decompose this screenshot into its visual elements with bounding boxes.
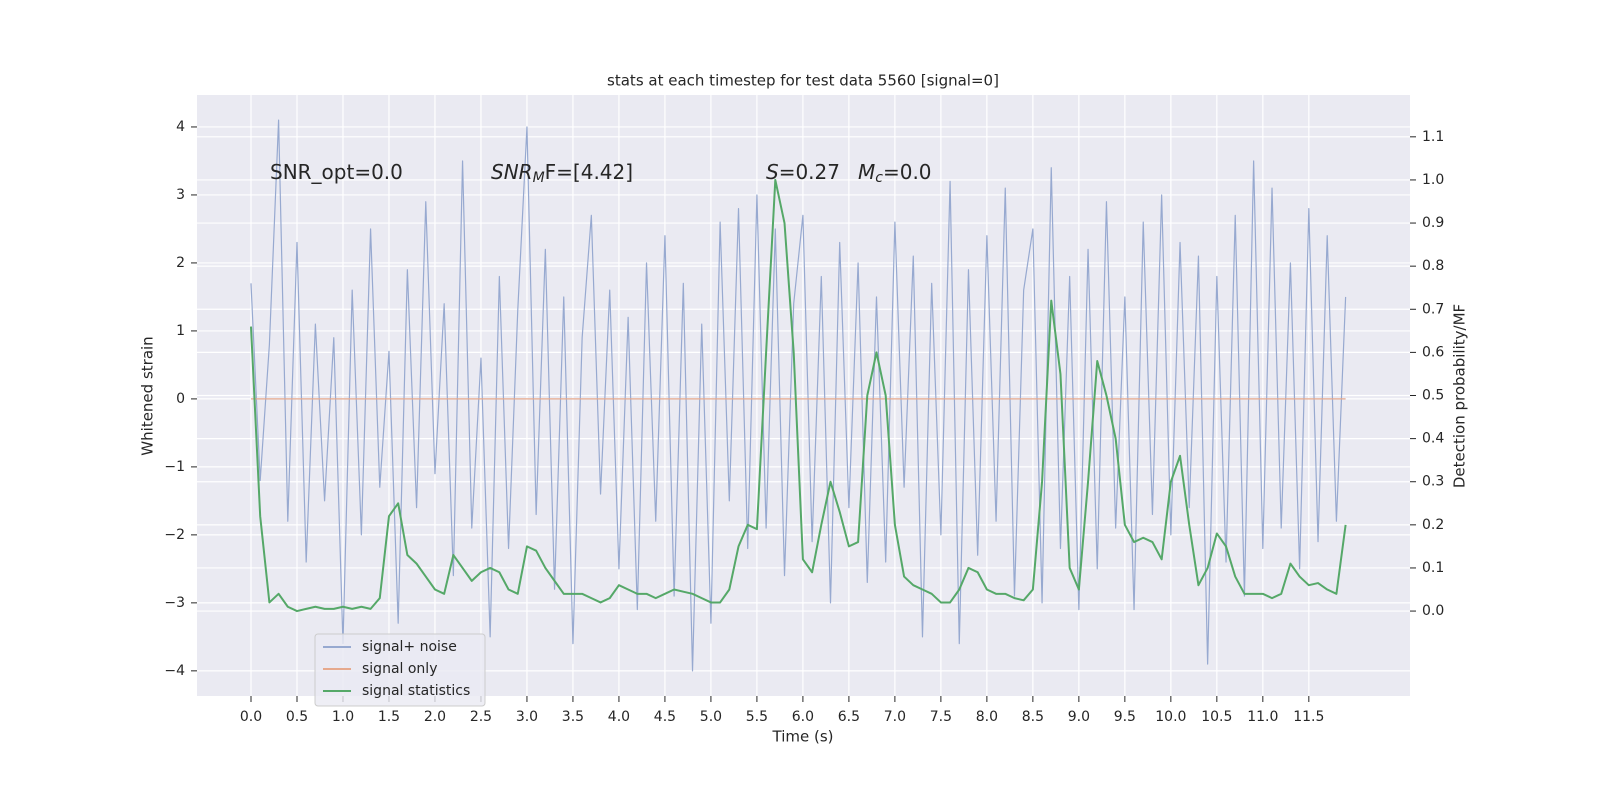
x-tick-label: 9.0 <box>1068 709 1090 725</box>
y2-tick-label: 0.5 <box>1422 388 1444 404</box>
y2-tick-label: 0.1 <box>1422 560 1444 576</box>
annotation: S=0.27 <box>766 160 840 184</box>
y-tick-label: 0 <box>176 391 185 407</box>
x-tick-label: 5.0 <box>700 709 722 725</box>
y-tick-label: −2 <box>164 527 185 543</box>
legend-label: signal statistics <box>362 683 470 699</box>
annotation-italic: SNR <box>491 160 533 184</box>
y2-axis-label: Detection probability/MF <box>1451 304 1469 488</box>
y2-tick-label: 0.9 <box>1422 215 1444 231</box>
x-tick-label: 11.5 <box>1293 709 1324 725</box>
legend-label: signal only <box>362 661 437 677</box>
x-tick-label: 10.0 <box>1155 709 1186 725</box>
y-tick-label: 1 <box>176 323 185 339</box>
y2-tick-label: 0.6 <box>1422 344 1444 360</box>
y-tick-label: −4 <box>164 663 185 679</box>
x-tick-label: 7.0 <box>884 709 906 725</box>
y2-tick-label: 0.8 <box>1422 258 1444 274</box>
y2-tick-label: 1.1 <box>1422 129 1444 145</box>
y2-tick-label: 1.0 <box>1422 172 1444 188</box>
series-line <box>250 119 1347 672</box>
x-tick-label: 5.5 <box>746 709 768 725</box>
x-tick-label: 9.5 <box>1114 709 1136 725</box>
x-tick-label: 8.5 <box>1022 709 1044 725</box>
annotation-italic: S <box>766 160 779 184</box>
annotation-italic: M <box>858 160 875 184</box>
x-tick-label: 1.0 <box>332 709 354 725</box>
x-tick-label: 11.0 <box>1247 709 1278 725</box>
annotation: Mc=0.0 <box>858 160 932 187</box>
legend-label: signal+ noise <box>362 639 457 655</box>
series-line <box>249 178 1347 613</box>
x-tick-label: 3.5 <box>562 709 584 725</box>
annotation-text: =0.27 <box>779 160 840 184</box>
y-tick-label: 2 <box>176 255 185 271</box>
annotation-sub: c <box>875 170 883 186</box>
legend: signal+ noise signal only signal statistic… <box>314 633 486 707</box>
x-tick-label: 1.5 <box>378 709 400 725</box>
y2-tick-label: 0.4 <box>1422 431 1444 447</box>
y2-tick-label: 0.2 <box>1422 517 1444 533</box>
x-tick-label: 4.0 <box>608 709 630 725</box>
annotation-text: SNR_opt=0.0 <box>270 160 403 184</box>
x-tick-label: 0.5 <box>286 709 308 725</box>
y-tick-label: 3 <box>176 187 185 203</box>
x-tick-label: 3.0 <box>516 709 538 725</box>
x-tick-label: 0.0 <box>240 709 262 725</box>
x-tick-label: 6.0 <box>792 709 814 725</box>
x-axis-label: Time (s) <box>772 728 834 746</box>
x-tick-label: 6.5 <box>838 709 860 725</box>
y-tick-label: −3 <box>164 595 185 611</box>
x-tick-label: 2.0 <box>424 709 446 725</box>
chart-title: stats at each timestep for test data 556… <box>607 72 999 90</box>
annotation-sub: M <box>533 170 545 186</box>
annotation: SNRMF=[4.42] <box>491 160 633 187</box>
y-tick-label: 4 <box>176 119 185 135</box>
x-tick-label: 4.5 <box>654 709 676 725</box>
x-tick-label: 8.0 <box>976 709 998 725</box>
y2-tick-label: 0.3 <box>1422 474 1444 490</box>
annotation-text: =0.0 <box>883 160 932 184</box>
x-tick-label: 10.5 <box>1201 709 1232 725</box>
y2-tick-label: 0.7 <box>1422 301 1444 317</box>
x-tick-label: 7.5 <box>930 709 952 725</box>
x-tick-label: 2.5 <box>470 709 492 725</box>
legend-box <box>314 633 486 707</box>
annotation-text: F=[4.42] <box>545 160 633 184</box>
y2-tick-label: 0.0 <box>1422 603 1444 619</box>
y-tick-label: −1 <box>164 459 185 475</box>
annotation: SNR_opt=0.0 <box>270 160 403 184</box>
y-axis-label: Whitened strain <box>139 336 157 455</box>
